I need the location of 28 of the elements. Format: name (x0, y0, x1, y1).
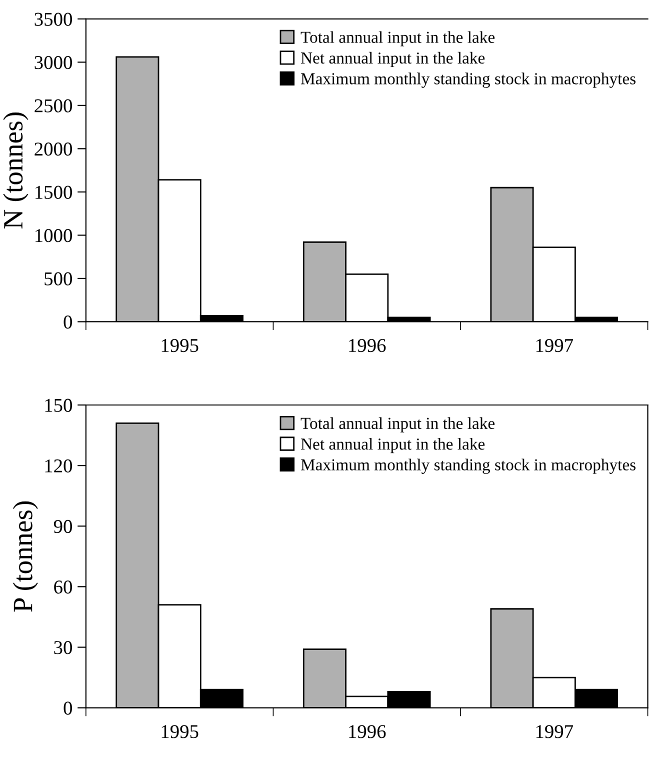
legend-label: Total annual input in the lake (300, 417, 495, 432)
y-tick-label: 3000 (34, 56, 72, 70)
y-tick-label: 0 (64, 702, 72, 715)
legend-label: Maximum monthly standing stock in macrophytes (300, 72, 636, 88)
y-tick-label: 60 (54, 580, 72, 594)
x-tick-label: 1996 (349, 725, 386, 738)
x-tick-label: 1995 (162, 725, 198, 738)
x-tick-label: 1996 (349, 339, 386, 352)
y-tick-label: 500 (44, 272, 72, 286)
y-tick-label: 150 (45, 398, 72, 412)
legend-label: Net annual input in the lake (300, 52, 485, 68)
x-tick-label: 1997 (536, 339, 574, 352)
legend-label: Total annual input in the lake (300, 31, 495, 46)
y-tick-label: 2000 (34, 142, 72, 156)
legend-label: Net annual input in the lake (300, 438, 485, 454)
legend-label: Maximum monthly standing stock in macrophytes (300, 458, 636, 474)
x-tick-label: 1997 (536, 725, 574, 738)
y-axis-title: N (tonnes) (3, 112, 28, 229)
x-tick-label: 1995 (162, 339, 198, 352)
y-axis-title: P (tonnes) (12, 501, 38, 612)
y-tick-label: 0 (64, 316, 72, 329)
y-tick-label: 90 (54, 520, 72, 534)
y-tick-label: 2500 (34, 99, 72, 112)
y-tick-label: 1500 (36, 186, 72, 199)
y-tick-label: 30 (54, 641, 72, 654)
y-tick-label: 120 (45, 459, 72, 472)
y-tick-label: 1000 (36, 229, 72, 242)
y-tick-label: 3500 (34, 12, 72, 26)
